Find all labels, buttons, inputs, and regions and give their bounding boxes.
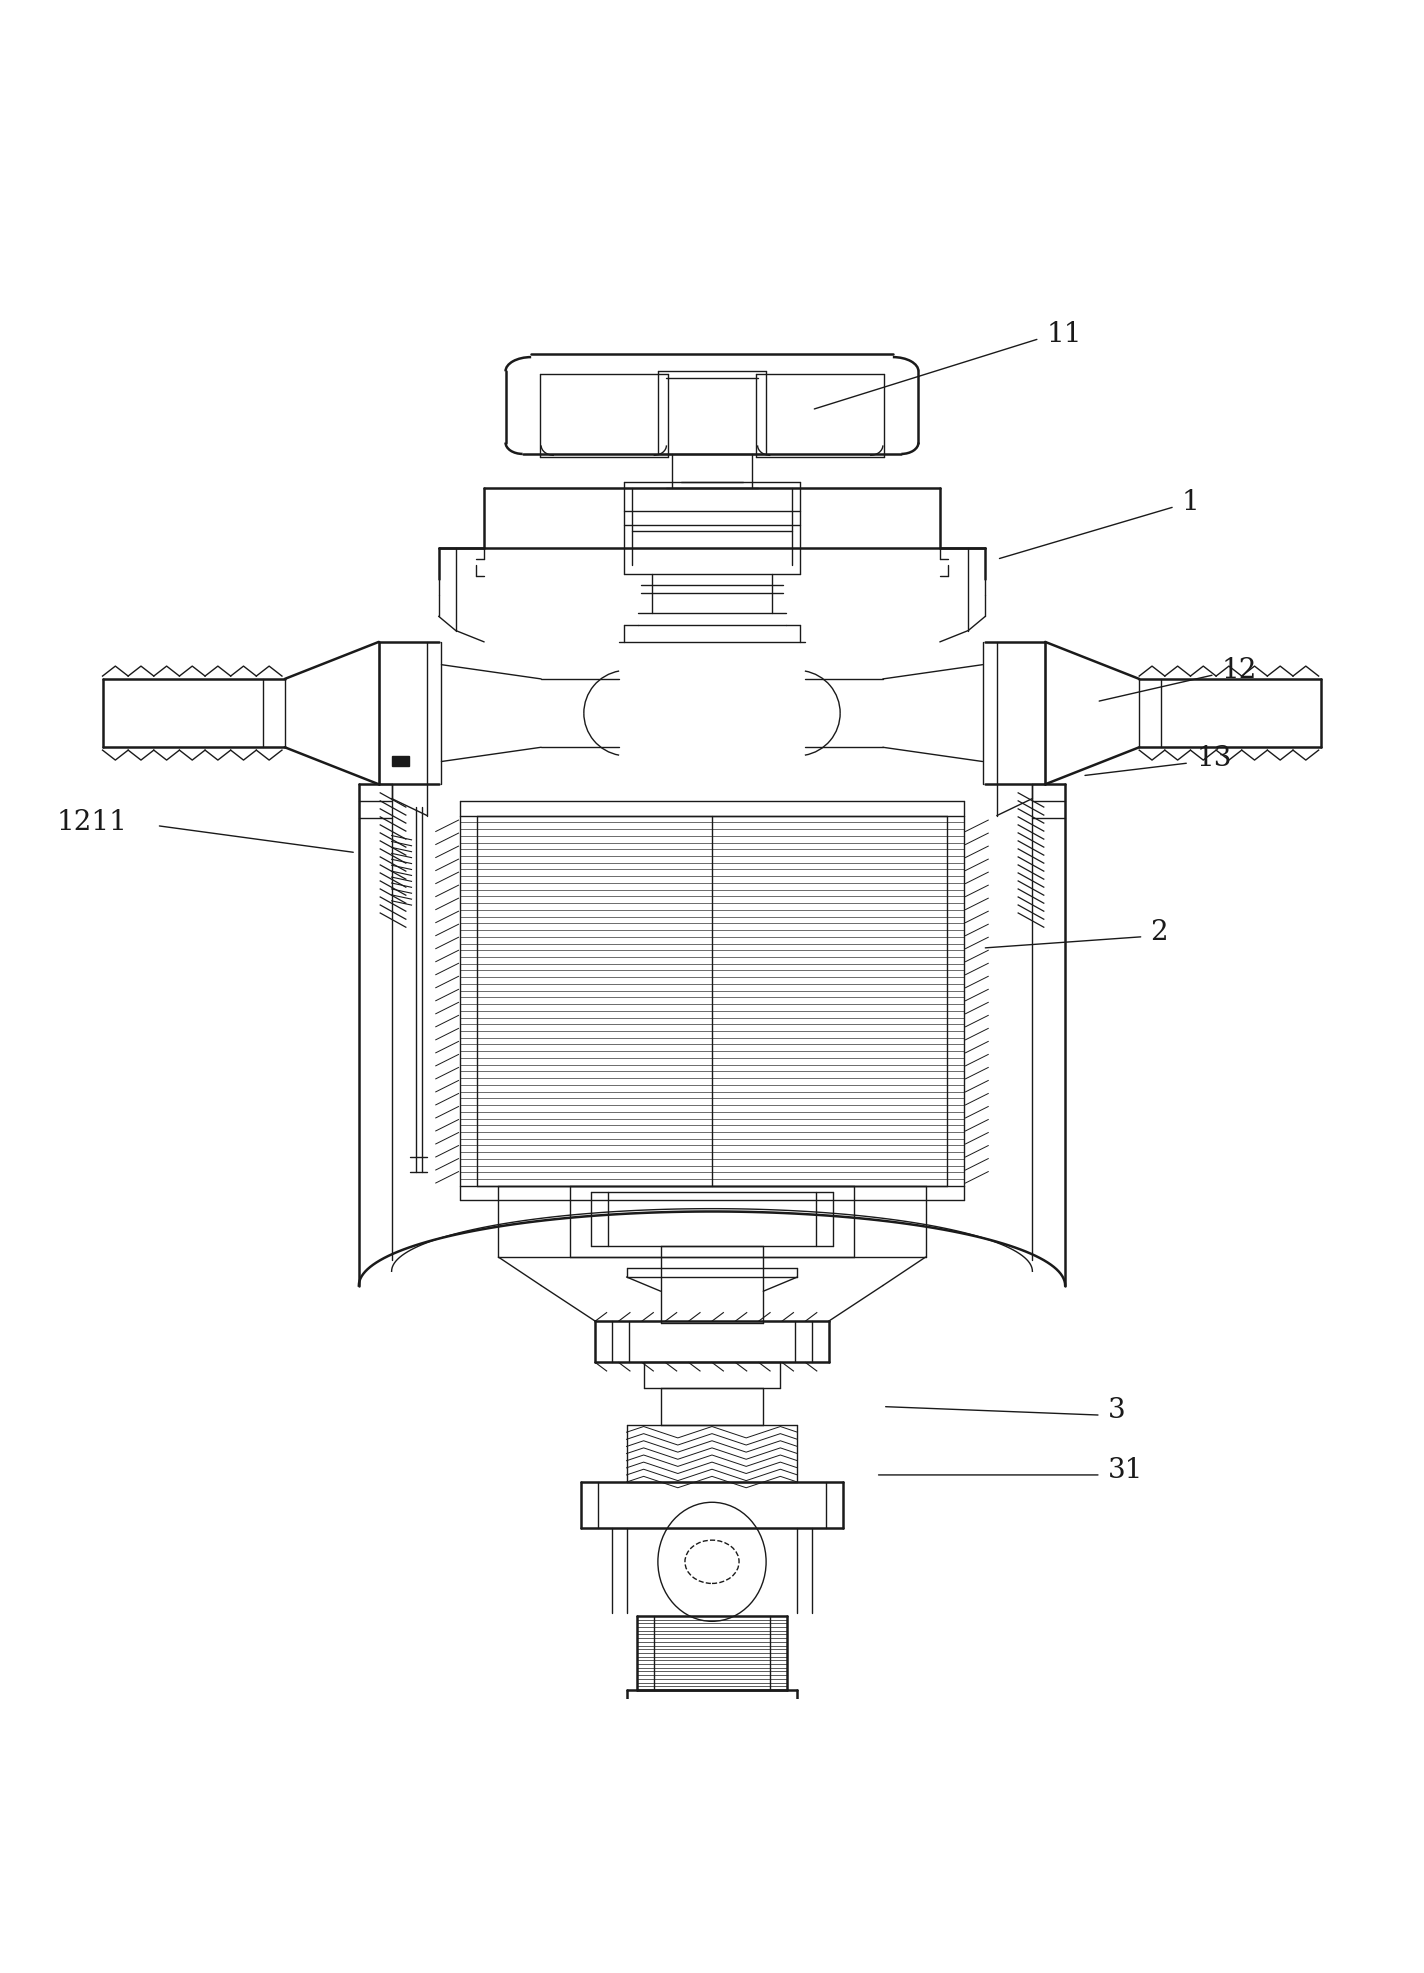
Text: 31: 31 <box>1108 1458 1143 1484</box>
Bar <box>392 756 409 766</box>
Text: 13: 13 <box>1196 746 1232 771</box>
Text: 1: 1 <box>1182 489 1199 515</box>
Text: 11: 11 <box>1047 322 1082 347</box>
Text: 2: 2 <box>1151 919 1168 945</box>
Text: 3: 3 <box>1108 1397 1125 1425</box>
Text: 1211: 1211 <box>57 809 128 837</box>
Text: 12: 12 <box>1222 657 1257 685</box>
